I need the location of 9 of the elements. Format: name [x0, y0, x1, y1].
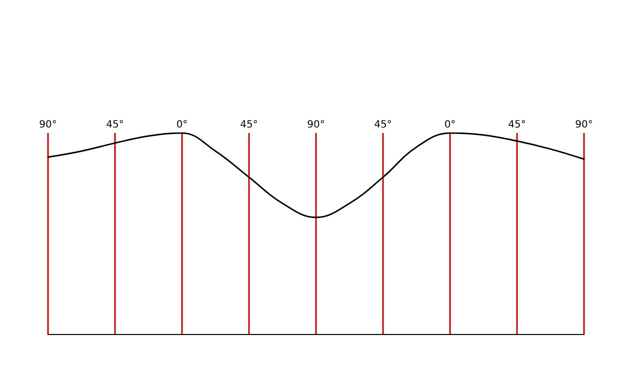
x-tick-label: 45°: [240, 120, 258, 130]
x-tick-label: 90°: [39, 120, 57, 130]
x-tick-label: 90°: [575, 120, 593, 130]
x-tick-label: 90°: [307, 120, 325, 130]
x-tick-label: 0°: [176, 120, 188, 130]
x-tick-label: 0°: [444, 120, 456, 130]
x-tick-label: 45°: [106, 120, 124, 130]
x-tick-label: 45°: [508, 120, 526, 130]
x-tick-label: 45°: [374, 120, 392, 130]
